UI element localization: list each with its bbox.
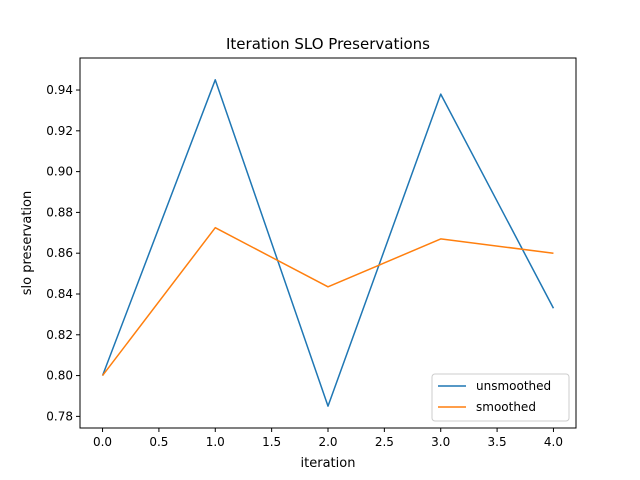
y-axis: 0.78 0.80 0.82 0.84 0.86 0.88 0.90 0.92 0.94 (46, 83, 80, 423)
legend-label-unsmoothed: unsmoothed (476, 379, 551, 393)
y-tick-label: 0.82 (46, 328, 73, 342)
legend-box (431, 373, 570, 422)
chart-title: Iteration SLO Preservations (226, 35, 430, 53)
series-line-smoothed (101, 226, 554, 377)
y-tick-label: 0.84 (46, 287, 73, 301)
y-tick-label: 0.88 (46, 205, 73, 219)
y-tick-label: 0.92 (46, 124, 73, 138)
x-tick-label: 2.0 (318, 435, 337, 449)
series-line-unsmoothed (101, 79, 555, 407)
x-tick-label: 0.0 (93, 435, 112, 449)
legend-label-smoothed: smoothed (476, 400, 536, 414)
y-axis-label: slo preservation (20, 191, 35, 295)
plot-area (101, 79, 555, 407)
x-tick-label: 1.0 (206, 435, 225, 449)
y-tick-label: 0.80 (46, 369, 73, 383)
x-tick-label: 4.0 (544, 435, 563, 449)
y-tick-label: 0.86 (46, 246, 73, 260)
y-tick-label: 0.78 (46, 409, 73, 423)
y-tick-label: 0.90 (46, 165, 73, 179)
x-axis-label: iteration (301, 456, 356, 471)
x-tick-label: 3.0 (431, 435, 450, 449)
x-tick-label: 2.5 (375, 435, 394, 449)
x-tick-label: 1.5 (262, 435, 281, 449)
x-tick-label: 0.5 (149, 435, 168, 449)
x-tick-label: 3.5 (488, 435, 507, 449)
x-axis: 0.0 0.5 1.0 1.5 2.0 2.5 3.0 3.5 4.0 (93, 428, 563, 449)
y-tick-label: 0.94 (46, 83, 73, 97)
legend: unsmoothed smoothed (431, 373, 570, 422)
